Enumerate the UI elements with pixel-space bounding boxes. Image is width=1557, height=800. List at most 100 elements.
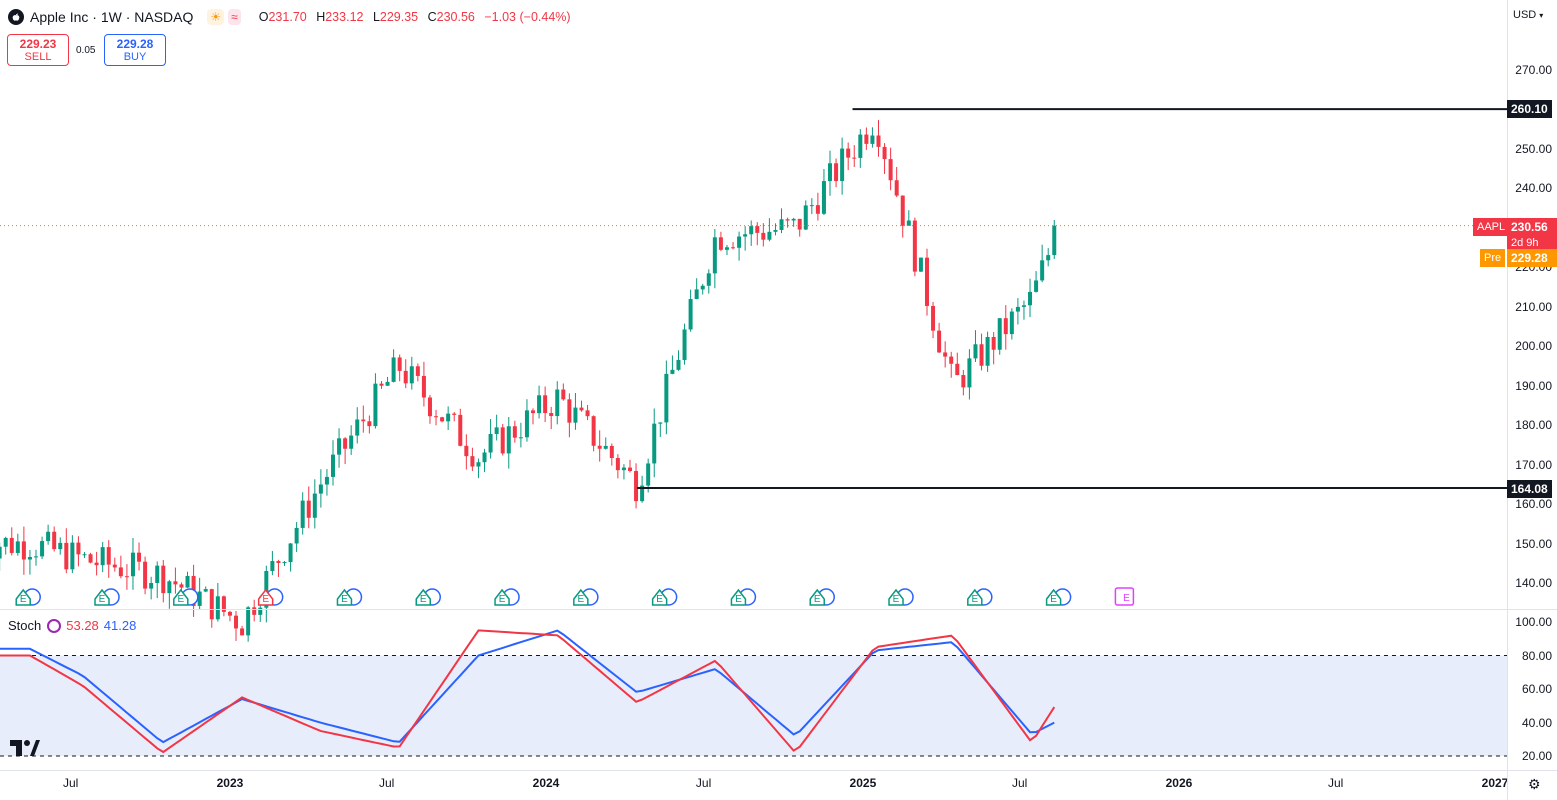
candle-body (482, 452, 487, 463)
candle-body (452, 413, 457, 415)
candle-body (591, 416, 596, 446)
earnings-marker-label: E (341, 594, 348, 605)
candle-body (82, 554, 87, 556)
currency-selector[interactable]: USD ▾ (1513, 9, 1543, 21)
market-status-icon[interactable]: ☀ (207, 9, 225, 25)
earnings-marker-icon[interactable] (809, 588, 825, 606)
candle-body (985, 336, 990, 366)
sell-button[interactable]: 229.23 SELL (7, 34, 69, 66)
earnings-marker-icon[interactable] (15, 588, 31, 606)
earnings-marker-icon[interactable] (888, 588, 904, 606)
settings-corner[interactable]: ⚙ (1507, 770, 1557, 800)
candle-body (967, 358, 972, 388)
candle-body (1034, 280, 1039, 292)
candle-body (1046, 255, 1051, 261)
candle-body (288, 543, 293, 563)
earnings-marker-icon[interactable] (651, 588, 668, 606)
gear-icon[interactable]: ⚙ (1528, 776, 1541, 792)
candle-body (761, 232, 766, 240)
candle-body (100, 547, 105, 566)
candle-body (918, 257, 923, 272)
candle-body (3, 537, 8, 547)
time-tick: 2025 (849, 776, 877, 790)
symbol-title[interactable]: Apple Inc · 1W · NASDAQ (30, 9, 194, 25)
data-delay-icon[interactable]: ≈ (228, 9, 241, 25)
candle-body (634, 470, 639, 502)
symbol-legend[interactable]: Apple Inc · 1W · NASDAQ ☀ ≈ O231.70 H233… (8, 9, 577, 25)
candle-body (173, 581, 178, 585)
candle-body (94, 562, 99, 566)
candle-body (58, 542, 63, 550)
stoch-d-line (0, 629, 1055, 744)
high-value: 233.12 (325, 10, 364, 24)
earnings-marker-icon[interactable] (257, 588, 274, 606)
time-tick: Jul (379, 776, 395, 790)
pane-divider[interactable] (0, 609, 1557, 610)
apple-logo-icon (8, 9, 24, 25)
pre-market-price: 229.28 (1507, 249, 1557, 267)
future-earnings-icon[interactable] (1114, 587, 1135, 606)
price-tick: 270.00 (1515, 63, 1552, 77)
candle-body (949, 356, 954, 364)
candle-body (106, 547, 111, 565)
candle-body (979, 344, 984, 366)
open-key: O (258, 10, 269, 24)
earnings-marker-icon[interactable] (573, 588, 589, 606)
high-key: H (316, 10, 326, 24)
price-tick: 150.00 (1515, 536, 1552, 551)
candle-body (870, 135, 875, 144)
candle-body (682, 329, 687, 360)
symbol-price-label: AAPL (1473, 218, 1510, 236)
candle-body (803, 205, 808, 230)
earnings-marker-label: E (499, 594, 506, 605)
price-tick: 250.00 (1515, 141, 1552, 156)
candle-body (912, 220, 917, 272)
tradingview-logo-icon[interactable] (10, 740, 40, 761)
stoch-k-line (0, 629, 1056, 754)
time-tick: Jul (1011, 776, 1028, 790)
candle-body (997, 318, 1002, 350)
time-axis[interactable] (0, 770, 1507, 800)
candle-body (809, 205, 814, 207)
earnings-marker-icon[interactable] (730, 588, 747, 606)
stoch-name[interactable]: Stoch (8, 618, 42, 633)
candle-body (470, 456, 475, 467)
earnings-marker-label: E (578, 594, 585, 605)
ohlc-values: O231.70 H233.12 L229.35 C230.56 −1.03 (−… (259, 10, 577, 24)
candle-body (1028, 291, 1033, 306)
earnings-marker-icon[interactable] (336, 588, 353, 606)
candle-body (858, 134, 863, 158)
candle-body (446, 413, 451, 422)
candle-body (961, 375, 966, 388)
candle-body (718, 237, 723, 250)
candle-body (440, 417, 445, 422)
candle-body (9, 537, 14, 553)
candle-body (603, 445, 608, 449)
earnings-marker-icon[interactable] (1045, 588, 1062, 606)
candle-body (906, 220, 911, 226)
earnings-marker-icon[interactable] (173, 588, 189, 606)
candle-body (112, 564, 117, 568)
earnings-marker-icon[interactable] (494, 588, 510, 606)
candle-body (282, 562, 287, 564)
candle-body (579, 407, 584, 411)
stoch-tick: 60.00 (1521, 682, 1552, 696)
countdown-label: 2d 9h (1507, 234, 1557, 252)
candle-body (749, 226, 754, 235)
earnings-marker-icon[interactable] (967, 588, 983, 606)
stoch-legend[interactable]: Stoch 53.28 41.28 (8, 618, 136, 633)
price-tick: 240.00 (1515, 181, 1552, 196)
earnings-marker-label: E (420, 594, 427, 605)
buy-button[interactable]: 229.28 BUY (104, 34, 166, 66)
earnings-marker-icon[interactable] (94, 588, 110, 606)
candle-body (676, 359, 681, 370)
candle-body (755, 226, 760, 233)
candle-body (197, 591, 202, 606)
time-tick: 2027 (1481, 776, 1509, 790)
indicator-refresh-icon[interactable] (47, 618, 62, 633)
candle-body (88, 554, 93, 563)
candle-body (791, 218, 796, 221)
earnings-marker-icon[interactable] (415, 588, 432, 606)
